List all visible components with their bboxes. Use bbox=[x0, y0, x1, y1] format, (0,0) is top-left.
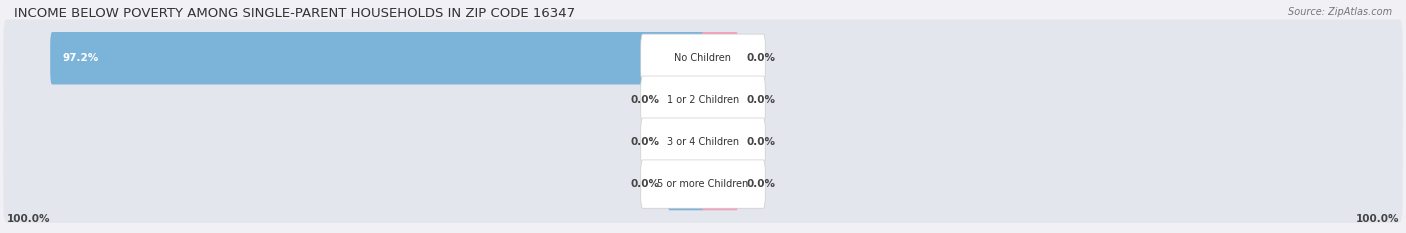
Text: 0.0%: 0.0% bbox=[747, 137, 776, 147]
FancyBboxPatch shape bbox=[702, 158, 738, 210]
FancyBboxPatch shape bbox=[702, 32, 738, 85]
Text: 1 or 2 Children: 1 or 2 Children bbox=[666, 95, 740, 105]
FancyBboxPatch shape bbox=[641, 34, 765, 82]
Text: 0.0%: 0.0% bbox=[630, 95, 659, 105]
Text: 97.2%: 97.2% bbox=[62, 53, 98, 63]
Text: No Children: No Children bbox=[675, 53, 731, 63]
Text: INCOME BELOW POVERTY AMONG SINGLE-PARENT HOUSEHOLDS IN ZIP CODE 16347: INCOME BELOW POVERTY AMONG SINGLE-PARENT… bbox=[14, 7, 575, 20]
Text: 3 or 4 Children: 3 or 4 Children bbox=[666, 137, 740, 147]
Text: 100.0%: 100.0% bbox=[7, 214, 51, 224]
FancyBboxPatch shape bbox=[3, 103, 1403, 181]
FancyBboxPatch shape bbox=[3, 145, 1403, 223]
Text: 0.0%: 0.0% bbox=[630, 179, 659, 189]
FancyBboxPatch shape bbox=[702, 74, 738, 126]
Text: 100.0%: 100.0% bbox=[1355, 214, 1399, 224]
FancyBboxPatch shape bbox=[641, 160, 765, 208]
FancyBboxPatch shape bbox=[3, 62, 1403, 139]
FancyBboxPatch shape bbox=[668, 158, 704, 210]
FancyBboxPatch shape bbox=[641, 118, 765, 166]
Text: 0.0%: 0.0% bbox=[747, 53, 776, 63]
Text: 0.0%: 0.0% bbox=[747, 179, 776, 189]
FancyBboxPatch shape bbox=[51, 32, 704, 85]
FancyBboxPatch shape bbox=[702, 116, 738, 168]
Text: 0.0%: 0.0% bbox=[747, 95, 776, 105]
FancyBboxPatch shape bbox=[641, 76, 765, 124]
FancyBboxPatch shape bbox=[3, 20, 1403, 97]
FancyBboxPatch shape bbox=[668, 74, 704, 126]
FancyBboxPatch shape bbox=[668, 116, 704, 168]
Text: 0.0%: 0.0% bbox=[630, 137, 659, 147]
Text: 5 or more Children: 5 or more Children bbox=[658, 179, 748, 189]
Text: Source: ZipAtlas.com: Source: ZipAtlas.com bbox=[1288, 7, 1392, 17]
